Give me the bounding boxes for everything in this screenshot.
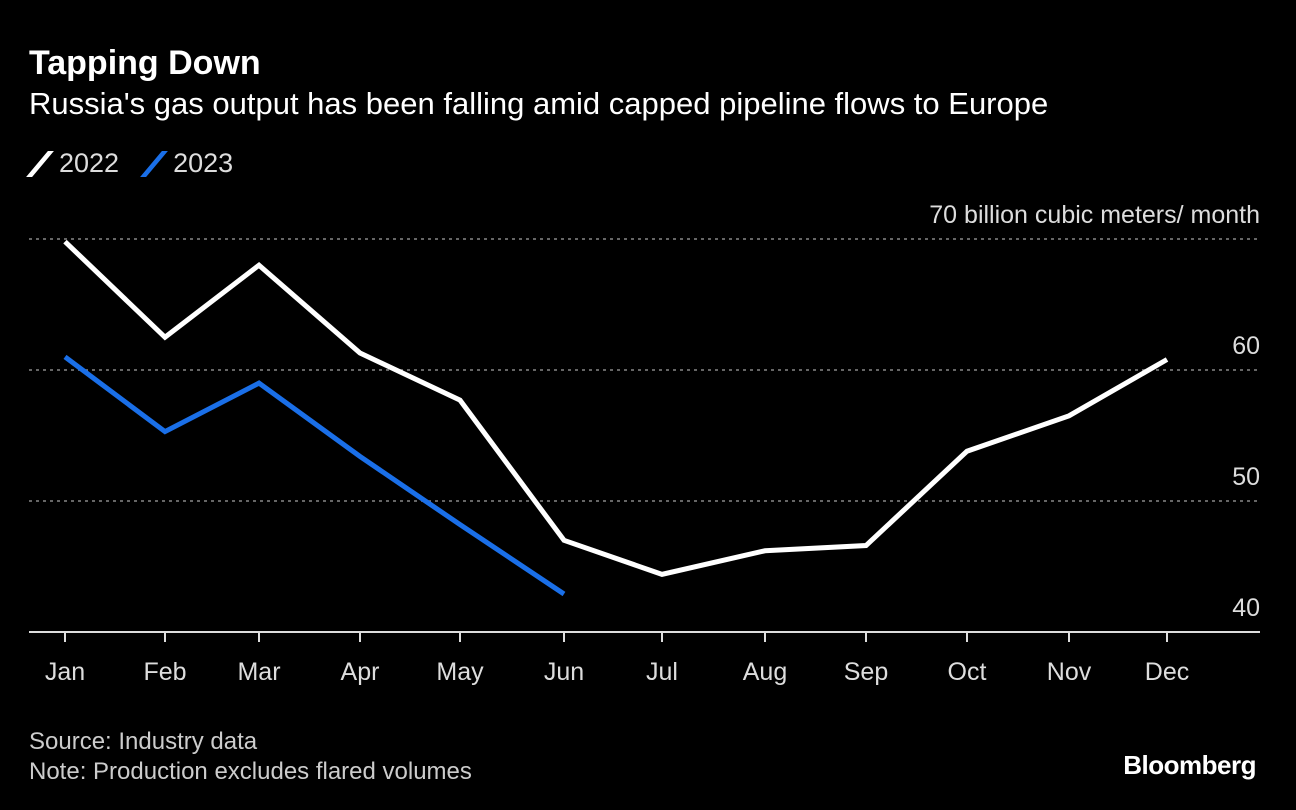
chart-subtitle: Russia's gas output has been falling ami… [29,86,1049,121]
legend-label-2023: 2023 [173,148,234,178]
x-tick-label: May [436,658,484,686]
x-tick-label: Oct [948,658,987,686]
legend: 2022 2023 [26,148,234,179]
x-tick-label: Apr [341,658,380,686]
x-tick-label: Jun [544,658,584,686]
legend-item-2023: 2023 [140,148,234,179]
source-text: Source: Industry data [29,728,258,755]
y-tick-label: 50 [1232,463,1260,491]
x-tick-label: Sep [844,658,888,686]
x-tick-label: Feb [143,658,186,686]
x-tick-label: Nov [1047,658,1092,686]
bloomberg-logo: Bloomberg [1123,750,1256,780]
y-tick-label: 60 [1232,332,1260,360]
x-tick-label: Jul [646,658,678,686]
legend-label-2022: 2022 [59,148,120,178]
x-tick-label: Aug [743,658,787,686]
x-tick-label: Dec [1145,658,1189,686]
x-tick-label: Mar [237,658,280,686]
legend-item-2022: 2022 [26,148,120,179]
y-tick-label: 70 billion cubic meters/ month [929,201,1260,229]
y-tick-label: 40 [1232,594,1260,622]
note-text: Note: Production excludes flared volumes [29,758,472,785]
series-line-2023 [63,354,566,597]
footer-notes: Source: Industry data Note: Production e… [29,727,472,787]
x-tick-label: Jan [45,658,85,686]
series-line-2022 [63,239,1169,577]
chart-title: Tapping Down [29,44,261,82]
